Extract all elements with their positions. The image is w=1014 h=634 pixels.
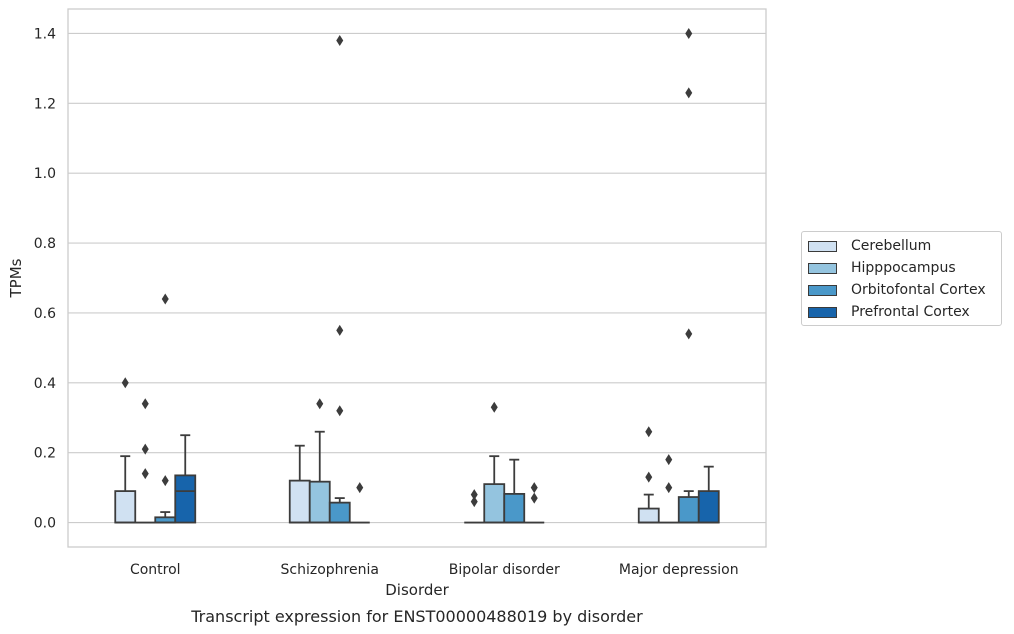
- outlier-point: [685, 27, 693, 39]
- y-tick-label: 0.0: [34, 516, 56, 532]
- box-orbitofontal-cortex-3: [677, 27, 700, 524]
- box-iqr: [328, 501, 351, 524]
- legend: Cerebellum Hipppocampus Orbitofontal Cor…: [801, 231, 1002, 326]
- box-prefrontal-cortex-2: [524, 482, 545, 524]
- y-tick-label: 1.4: [34, 26, 56, 42]
- outlier-point: [530, 492, 538, 504]
- y-tick-label: 0.4: [34, 376, 56, 392]
- box-cerebellum-2: [464, 489, 485, 524]
- legend-label: Prefrontal Cortex: [851, 304, 970, 320]
- legend-label: Cerebellum: [851, 238, 932, 254]
- outlier-point: [141, 443, 149, 455]
- legend-item-prefrontal: Prefrontal Cortex: [808, 302, 970, 322]
- box-iqr: [174, 474, 197, 524]
- outlier-point: [490, 401, 498, 413]
- outlier-point: [121, 377, 129, 389]
- legend-swatch-hippocampus: [808, 262, 837, 274]
- legend-swatch-orbitofrontal: [808, 284, 837, 296]
- legend-item-cerebellum: Cerebellum: [808, 236, 931, 256]
- box-iqr: [677, 496, 700, 524]
- box-cerebellum-3: [637, 426, 660, 524]
- plot-frame: [67, 8, 767, 548]
- y-tick-label: 0.8: [34, 236, 56, 252]
- y-tick-label: 1.2: [34, 96, 56, 112]
- outlier-point: [665, 454, 673, 466]
- box-iqr: [288, 479, 311, 524]
- outlier-point: [316, 398, 324, 410]
- legend-label: Orbitofontal Cortex: [851, 282, 986, 298]
- box-hipppocampus-0: [135, 398, 156, 524]
- box-orbitofontal-cortex-1: [328, 34, 351, 524]
- box-hipppocampus-3: [658, 454, 679, 524]
- outlier-point: [336, 324, 344, 336]
- x-tick-labels: Control Schizophrenia Bipolar disorder Majo…: [130, 562, 739, 578]
- box-hipppocampus-1: [308, 398, 331, 524]
- outlier-point: [470, 489, 478, 501]
- box-iqr: [503, 492, 526, 524]
- box-iqr: [308, 480, 331, 524]
- outlier-point: [141, 398, 149, 410]
- box-iqr: [114, 490, 137, 524]
- box-orbitofontal-cortex-2: [503, 458, 526, 524]
- legend-item-orbitofrontal: Orbitofontal Cortex: [808, 280, 986, 300]
- box-iqr: [637, 507, 660, 524]
- outlier-point: [161, 475, 169, 487]
- box-prefrontal-cortex-0: [174, 434, 197, 524]
- y-tick-labels: 0.0 0.2 0.4 0.6 0.8 1.0 1.2 1.4: [34, 26, 56, 531]
- outlier-point: [336, 34, 344, 46]
- outlier-point: [336, 405, 344, 417]
- box-iqr: [697, 490, 720, 524]
- gridlines: [68, 32, 766, 524]
- outlier-point: [530, 482, 538, 494]
- outlier-point: [356, 482, 364, 494]
- box-prefrontal-cortex-3: [697, 465, 720, 524]
- x-tick-label: Major depression: [619, 562, 739, 578]
- outlier-point: [470, 496, 478, 508]
- box-orbitofontal-cortex-0: [154, 293, 177, 524]
- outlier-point: [665, 482, 673, 494]
- outlier-point: [645, 426, 653, 438]
- outlier-point: [685, 87, 693, 99]
- box-plot-marks: [114, 27, 720, 524]
- y-tick-label: 0.2: [34, 446, 56, 462]
- y-axis-label: TPMs: [7, 258, 25, 298]
- y-tick-label: 0.6: [34, 306, 56, 322]
- x-tick-label: Control: [130, 562, 181, 578]
- x-axis-label: Disorder: [385, 581, 449, 599]
- chart-title: Transcript expression for ENST0000048801…: [190, 607, 643, 626]
- box-hipppocampus-2: [483, 401, 506, 524]
- outlier-point: [161, 293, 169, 305]
- legend-label: Hipppocampus: [851, 260, 956, 276]
- box-cerebellum-0: [114, 377, 137, 524]
- box-cerebellum-1: [288, 444, 311, 524]
- legend-item-hippocampus: Hipppocampus: [808, 258, 956, 278]
- legend-swatch-cerebellum: [808, 240, 837, 252]
- box-iqr: [483, 483, 506, 524]
- outlier-point: [685, 328, 693, 340]
- x-tick-label: Schizophrenia: [281, 562, 379, 578]
- outlier-point: [645, 471, 653, 483]
- outlier-point: [141, 468, 149, 480]
- legend-swatch-prefrontal: [808, 306, 837, 318]
- box-prefrontal-cortex-1: [349, 482, 370, 524]
- y-tick-label: 1.0: [34, 166, 56, 182]
- x-tick-label: Bipolar disorder: [449, 562, 560, 578]
